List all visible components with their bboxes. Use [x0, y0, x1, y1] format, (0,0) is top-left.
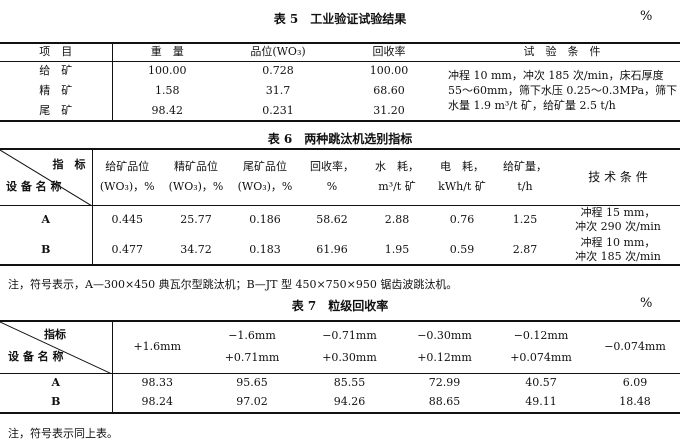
cell: 31.7: [265, 84, 291, 97]
cell: 0.231: [262, 103, 294, 117]
table-row: B 98.24 97.02 94.26 88.65 49.11 18.48: [0, 392, 680, 413]
table6-header: 给矿品位 (WO₃)，%: [92, 149, 162, 206]
table6: 指 标 设 备 名 称 给矿品位 (WO₃)，% 精矿品位 (WO₃)，% 尾矿品位…: [0, 148, 680, 266]
diagonal-line: [0, 322, 112, 374]
cell: 61.96: [316, 242, 348, 256]
cell: 98.33: [141, 375, 174, 389]
table6-header: 电 耗， kWh/t 矿: [430, 149, 494, 206]
diagonal-line: [0, 150, 92, 206]
table-row: A 98.33 95.65 85.55 72.99 40.57 6.09: [0, 373, 680, 392]
cell: 精 矿: [0, 81, 113, 101]
cell: 冲程 10 mm， 冲次 185 次/min: [575, 235, 661, 263]
table-row: B 0.477 34.72 0.183 61.96 1.95 0.59 2.87 冲程 10 m…: [0, 235, 680, 265]
cell: 2.87: [512, 242, 538, 256]
cell: 尾 矿: [0, 101, 113, 121]
table-row: 给 矿 100.00 0.728 100.00 冲程 10 mm，冲次 185 次/mi…: [0, 61, 680, 112]
cell: 49.11: [525, 395, 557, 408]
table5: 项 目重 量品位(WO₃) 回收率试 验 条 件 给 矿 100.00 0.728 10…: [0, 42, 680, 122]
table6-header: 尾矿品位 (WO₃)，%: [230, 149, 300, 206]
table7-unit: %: [640, 296, 653, 311]
table6-header: 水 耗， m³/t 矿: [364, 149, 430, 206]
corner-top-label: 指标: [44, 328, 66, 341]
table5-header: 回收率: [334, 43, 444, 62]
corner-top-label: 指 标: [52, 158, 86, 171]
cell: 0.728: [262, 64, 294, 78]
table6-header: 精矿品位 (WO₃)，%: [162, 149, 230, 206]
table7-header: −1.6mm +0.71mm: [202, 321, 302, 374]
cell: 1.25: [512, 213, 538, 227]
table6-header: 回收率，%: [300, 149, 364, 206]
cell: 1.95: [384, 242, 410, 256]
cell: 88.65: [428, 395, 461, 408]
table5-header: 项 目: [0, 43, 113, 62]
table5-header: 试 验 条 件: [444, 43, 680, 62]
cell: 58.62: [316, 213, 348, 227]
cell: 0.477: [111, 242, 144, 256]
cell: 68.60: [373, 84, 405, 97]
table7-header: −0.074mm: [590, 321, 680, 374]
cell: 2.88: [384, 213, 410, 227]
cell: 31.20: [373, 103, 405, 117]
table6-corner: 指 标 设 备 名 称: [0, 149, 93, 206]
table7-header: −0.71mm +0.30mm: [302, 321, 397, 374]
cell: 0.183: [249, 242, 281, 256]
cell: 97.02: [236, 395, 268, 408]
corner-bottom-label: 设 备 名 称: [8, 350, 64, 363]
cell: 40.57: [525, 375, 557, 389]
cell: B: [0, 392, 113, 413]
table-row: A 0.445 25.77 0.186 58.62 2.88 0.76 1.25 冲程 15 m…: [0, 205, 680, 235]
cell: 0.59: [449, 242, 475, 256]
table5-title: 表 5 工业验证试验结果: [273, 12, 407, 26]
cell: 34.72: [180, 242, 212, 256]
table7-title: 表 7 粒级回收率: [291, 299, 389, 313]
table5-unit: %: [640, 9, 653, 24]
cell: 98.24: [141, 395, 174, 408]
table6-header: 技 术 条 件: [556, 149, 680, 206]
cell: 0.186: [249, 213, 281, 227]
table5-conditions: 冲程 10 mm，冲次 185 次/min，床石厚度 55～60mm，筛下水压 …: [448, 69, 678, 113]
cell: A: [0, 205, 93, 235]
table7: 指标 设 备 名 称 +1.6mm −1.6mm +0.71mm −0.71mm +…: [0, 320, 680, 414]
table7-note: 注，符号表示同上表。: [8, 427, 118, 440]
table7-header: +1.6mm: [112, 321, 202, 374]
table-row: 精 矿 1.58 31.7 68.60: [0, 81, 680, 101]
cell: 100.00: [148, 64, 187, 78]
cell: 冲程 15 mm， 冲次 290 次/min: [575, 206, 661, 234]
cell: 6.09: [622, 375, 648, 389]
table6-header: 给矿量， t/h: [494, 149, 556, 206]
cell: 18.48: [619, 395, 651, 408]
cell: 98.42: [151, 103, 184, 117]
table7-header: −0.12mm +0.074mm: [492, 321, 590, 374]
cell: 95.65: [236, 375, 268, 389]
cell: 72.99: [428, 375, 461, 389]
table7-corner: 指标 设 备 名 称: [0, 321, 113, 374]
cell: 给 矿: [0, 61, 113, 81]
cell: 100.00: [369, 64, 409, 78]
table6-note: 注，符号表示，A—300×450 典瓦尔型跳汰机；B—JT 型 450×750×…: [8, 278, 458, 291]
cell: 85.55: [333, 375, 366, 389]
table5-header: 品位(WO₃): [222, 43, 334, 62]
corner-bottom-label: 设 备 名 称: [6, 180, 62, 193]
table5-header: 重 量: [112, 43, 222, 62]
cell: 1.58: [155, 84, 180, 97]
cell: 25.77: [180, 213, 212, 227]
table7-header: −0.30mm +0.12mm: [397, 321, 492, 374]
cell: 0.76: [449, 213, 475, 227]
cell: 0.445: [111, 213, 144, 227]
cell: B: [0, 235, 93, 265]
cell: A: [0, 373, 113, 392]
table-row: 尾 矿 98.42 0.231 31.20: [0, 101, 680, 121]
table6-title: 表 6 两种跳汰机选别指标: [267, 132, 413, 146]
cell: 94.26: [333, 395, 366, 408]
